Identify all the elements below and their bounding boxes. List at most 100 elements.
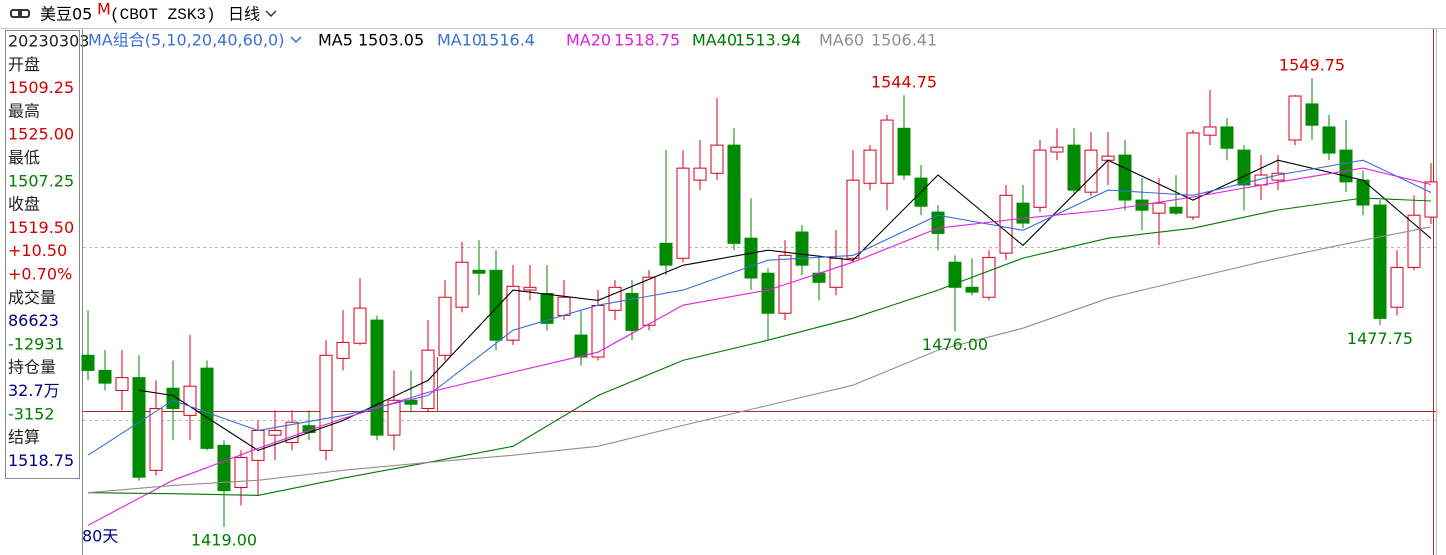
- candle-body: [557, 296, 571, 316]
- candle-body: [1237, 149, 1251, 186]
- legend-value: 1513.94: [735, 31, 801, 50]
- info-item: 最低: [8, 148, 40, 167]
- symbol-code: (CBOT ZSK3): [110, 6, 216, 24]
- legend-value: 1518.75: [614, 31, 680, 50]
- info-item: 1518.75: [8, 451, 74, 470]
- candle-body: [642, 276, 656, 326]
- indicator-caret[interactable]: [290, 36, 302, 44]
- candle-body: [608, 286, 622, 311]
- extreme-label: 1544.75: [871, 73, 937, 92]
- candle-body: [846, 179, 860, 259]
- candle-body: [1407, 214, 1421, 268]
- candle-body: [659, 242, 673, 266]
- candle-body: [387, 399, 401, 436]
- extreme-label: 1476.00: [922, 335, 988, 354]
- info-item: +10.50: [8, 241, 67, 260]
- candle-body: [98, 369, 112, 384]
- candle-body: [251, 430, 265, 461]
- candle-body: [404, 399, 418, 405]
- candle-body: [1322, 126, 1336, 154]
- candle-body: [693, 167, 707, 181]
- candle-body: [744, 237, 758, 279]
- candle-body: [1203, 126, 1217, 136]
- candle-body: [81, 354, 95, 371]
- candle-body: [1016, 202, 1030, 224]
- candle-body: [897, 127, 911, 176]
- candle-body: [795, 231, 809, 266]
- info-item: 持仓量: [8, 358, 56, 377]
- info-item: 1507.25: [8, 171, 74, 190]
- legend-name: MA40: [692, 31, 737, 50]
- info-item: 1519.50: [8, 218, 74, 237]
- period-selector[interactable]: 日线: [228, 5, 260, 24]
- candle-body: [880, 119, 894, 184]
- candle-body: [1033, 149, 1047, 208]
- ma-line: [87, 226, 1432, 494]
- ma-line: [87, 197, 1432, 496]
- candle-body: [166, 387, 180, 410]
- legend-name: MA20: [566, 31, 611, 50]
- candle-body: [217, 444, 231, 492]
- candle-body: [1424, 181, 1438, 218]
- legend-name: MA60: [819, 31, 864, 50]
- info-item: 1509.25: [8, 78, 74, 97]
- legend-value: 1506.41: [871, 31, 937, 50]
- candle-body: [506, 285, 520, 341]
- candle-body: [1118, 154, 1132, 201]
- candle-body: [336, 341, 350, 359]
- legend-name: MA10: [437, 31, 482, 50]
- link-icon[interactable]: [10, 9, 30, 18]
- candle-body: [1050, 146, 1064, 153]
- candle-body: [1186, 132, 1200, 218]
- badge: M: [97, 0, 111, 19]
- candle-body: [132, 377, 146, 478]
- candle-body: [489, 269, 503, 341]
- candle-body: [1288, 95, 1302, 141]
- candle-body: [540, 292, 554, 324]
- info-item: 86623: [8, 311, 59, 330]
- candle-body: [149, 408, 163, 471]
- info-items: 20230303 开盘 1509.25 最高 1525.00 最低 1507.25 收盘 151…: [8, 32, 89, 470]
- candle-body: [200, 367, 214, 449]
- ma-line: [87, 167, 1432, 526]
- candle-body: [183, 385, 197, 416]
- candle-body: [421, 349, 435, 410]
- candle-body: [761, 272, 775, 314]
- plot: 1549.75 1544.75 1476.00 1477.75 1419.00: [81, 56, 1438, 550]
- candle-body: [234, 456, 248, 489]
- candle-body: [268, 430, 282, 436]
- info-item: 32.7万: [8, 381, 60, 400]
- range-label: 80天: [82, 527, 118, 546]
- candle-body: [999, 194, 1013, 254]
- legend-value: 1516.4: [479, 31, 535, 50]
- candle-body: [625, 292, 639, 331]
- candle-body: [1220, 126, 1234, 149]
- ma-line: [138, 159, 1432, 452]
- info-item: -12931: [8, 334, 65, 353]
- info-item: 20230303: [8, 32, 89, 51]
- info-item: 成交量: [8, 288, 56, 307]
- period-caret[interactable]: [265, 10, 277, 18]
- indicator-title[interactable]: MA组合(5,10,20,40,60,0): [88, 31, 284, 50]
- legend-name: MA5: [318, 31, 353, 50]
- ma-line: [87, 159, 1432, 456]
- info-item: 结算: [8, 428, 40, 447]
- candle-body: [353, 307, 367, 344]
- candle-body: [1339, 149, 1353, 183]
- symbol[interactable]: 美豆05: [40, 5, 92, 24]
- candle-body: [829, 257, 843, 288]
- info-item: 开盘: [8, 55, 40, 74]
- candle-body: [1390, 266, 1404, 308]
- legend-value: 1503.05: [358, 31, 424, 50]
- candle-body: [1373, 204, 1387, 319]
- candle-body: [982, 256, 996, 298]
- candle-body: [710, 144, 724, 174]
- info-item: +0.70%: [8, 265, 72, 284]
- candle-body: [319, 354, 333, 451]
- candle-body: [115, 377, 129, 391]
- candle-body: [455, 261, 469, 308]
- candle-body: [1067, 144, 1081, 191]
